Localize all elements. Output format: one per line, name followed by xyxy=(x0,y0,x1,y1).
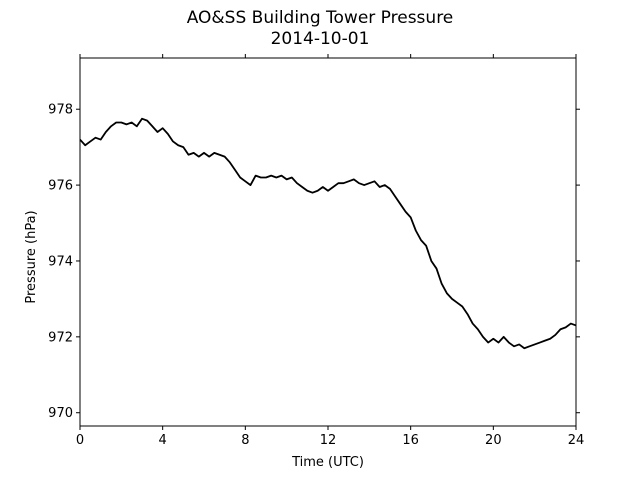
x-tick-label: 20 xyxy=(485,433,502,448)
x-tick-label: 16 xyxy=(402,433,419,448)
chart-title: AO&SS Building Tower Pressure xyxy=(186,8,454,28)
y-tick-label: 970 xyxy=(48,406,73,421)
y-tick-label: 972 xyxy=(48,330,73,345)
plot-frame xyxy=(79,57,577,427)
y-axis-label: Pressure (hPa) xyxy=(24,210,39,303)
series-line-0 xyxy=(79,117,577,350)
plot-area xyxy=(79,57,577,427)
y-axis: 970 972 974 976 978 xyxy=(48,103,580,421)
y-tick-label: 974 xyxy=(48,254,73,269)
y-tick-label: 978 xyxy=(48,103,73,118)
x-tick-label: 4 xyxy=(159,433,167,448)
x-axis: 0 4 8 12 16 20 24 xyxy=(76,54,584,448)
x-tick-label: 12 xyxy=(320,433,337,448)
y-tick-label: 976 xyxy=(48,179,73,194)
x-tick-label: 8 xyxy=(241,433,249,448)
chart-subtitle: 2014-10-01 xyxy=(270,29,370,49)
x-axis-label: Time (UTC) xyxy=(291,455,364,470)
x-tick-label: 24 xyxy=(568,433,585,448)
x-tick-label: 0 xyxy=(76,433,84,448)
